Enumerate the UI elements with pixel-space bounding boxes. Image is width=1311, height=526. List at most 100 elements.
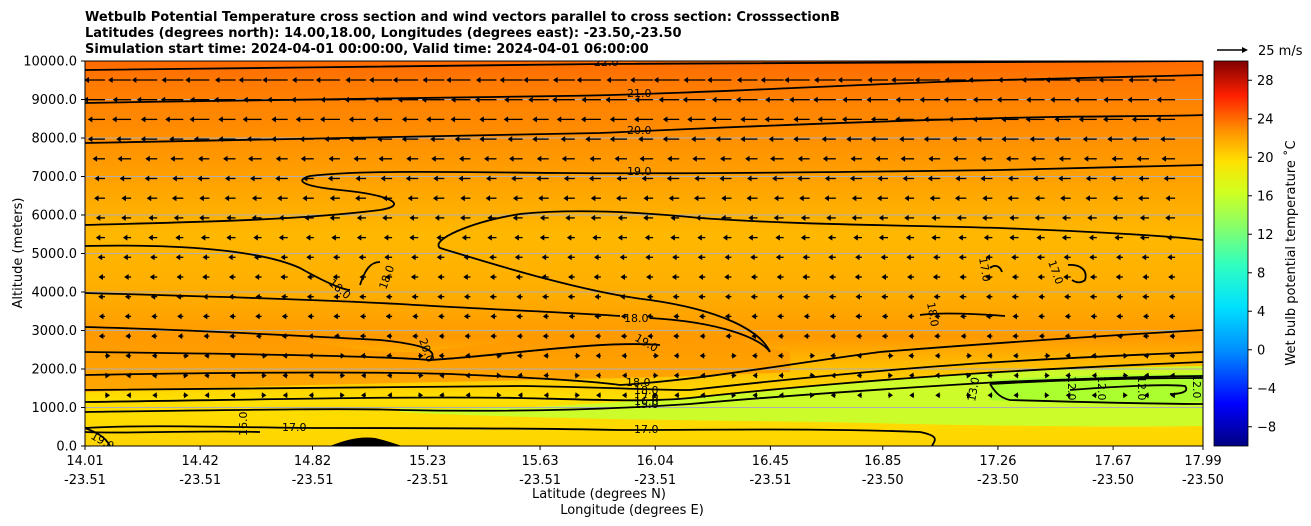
wind-arrow-head <box>1064 333 1070 340</box>
wind-arrow-head <box>1089 254 1094 261</box>
wind-arrow-head <box>95 214 101 221</box>
wind-arrow-head <box>384 254 389 261</box>
wind-arrow-head <box>300 155 306 162</box>
contour-16-low <box>85 361 1203 403</box>
wind-arrow-head <box>565 214 570 221</box>
wind-arrow-head <box>566 234 572 241</box>
y-tick-label: 5000.0 <box>32 247 78 262</box>
contour-label-12-a: 12.0 <box>1065 376 1078 401</box>
wind-arrow-head <box>895 96 901 103</box>
contour-label-18-big: 18.0 <box>624 312 649 325</box>
wind-arrow-head <box>1008 175 1013 182</box>
wind-arrow-head <box>411 293 417 300</box>
wind-arrow-head <box>176 274 182 280</box>
wind-arrow-head <box>278 234 284 241</box>
wind-arrow-head <box>409 214 414 221</box>
colorbar-tick-label: 20 <box>1257 151 1274 166</box>
wind-arrow-head <box>682 96 688 103</box>
wind-arrow-head <box>183 372 189 379</box>
wind-arrow-head <box>934 352 940 359</box>
wind-arrow-head <box>307 274 312 280</box>
figure-title: Wetbulb Potential Temperature cross sect… <box>85 10 840 57</box>
wind-arrow-head <box>439 392 444 399</box>
contour-label-18-right: 18.0 <box>924 301 941 327</box>
wind-arrow-head <box>803 313 809 320</box>
wind-arrow-head <box>151 313 156 320</box>
wind-arrow-head <box>1090 274 1095 280</box>
wind-arrow-head <box>724 254 730 261</box>
wind-arrow-head <box>1088 234 1094 241</box>
contour-18-left <box>85 244 351 291</box>
wind-arrow-head <box>254 274 260 280</box>
wind-arrow-head <box>532 136 537 143</box>
wind-arrow-head <box>277 195 282 202</box>
wind-arrow-head <box>802 274 807 280</box>
wind-arrow-head <box>334 333 339 340</box>
wind-arrow-head <box>593 274 599 280</box>
wind-arrow-head <box>261 392 267 399</box>
wind-arrow-head <box>438 313 443 320</box>
x-tick-label-lat: 14.82 <box>294 454 331 469</box>
wind-arrow-head <box>1123 352 1129 359</box>
wind-arrow-head <box>532 116 537 123</box>
wind-arrow-head <box>1138 195 1143 202</box>
wind-arrow-head <box>148 214 153 221</box>
wind-arrow-head <box>907 313 913 320</box>
wind-arrow-head <box>621 392 627 399</box>
wind-arrow-head <box>639 155 645 162</box>
wind-arrow-head <box>1103 116 1108 123</box>
wind-arrow-head <box>523 77 528 83</box>
wind-arrow-head <box>982 195 987 202</box>
wind-arrow-head <box>307 313 313 320</box>
wind-arrow-head <box>697 254 703 261</box>
wind-arrow-head <box>699 352 705 359</box>
y-tick-label: 7000.0 <box>32 170 78 185</box>
wind-arrow-head <box>830 333 835 340</box>
wind-arrow-head <box>673 333 678 340</box>
wind-arrow-head <box>1038 313 1043 320</box>
wind-arrow-head <box>386 372 392 379</box>
wind-arrow-head <box>800 214 806 221</box>
wind-arrow-head <box>789 96 794 103</box>
wind-arrow-head <box>489 293 495 300</box>
y-tick-label: 3000.0 <box>32 324 78 339</box>
wind-arrow-head <box>126 392 131 399</box>
wind-arrow-head <box>616 175 622 182</box>
wind-arrow-head <box>720 155 725 162</box>
wind-arrow-head <box>517 372 522 379</box>
wind-arrow-head <box>340 392 345 399</box>
wind-arrow-head <box>238 77 244 83</box>
wind-arrow-head <box>1036 254 1042 261</box>
wind-arrow-head <box>355 195 360 202</box>
wind-arrow-head <box>908 352 913 359</box>
wind-arrow-head <box>752 352 757 359</box>
x-tick-label-lon: -23.51 <box>292 473 334 488</box>
wind-arrow-head <box>976 136 982 143</box>
wind-arrow-head <box>253 234 258 241</box>
wind-arrow-head <box>145 155 150 162</box>
wind-arrow-head <box>1036 234 1041 241</box>
wind-arrow-head <box>968 77 973 83</box>
wind-arrow-head <box>382 214 387 221</box>
wind-arrow-head <box>846 136 851 143</box>
wind-arrow-head <box>829 274 834 280</box>
wind-arrow-head <box>295 116 301 123</box>
wind-arrow-head <box>986 293 991 300</box>
wind-arrow-head <box>97 254 103 261</box>
wind-arrow-head <box>224 195 230 202</box>
wind-arrow-head <box>360 392 366 399</box>
wind-arrow-head <box>320 96 325 103</box>
wind-arrow-head <box>280 274 285 280</box>
wind-arrow-head <box>856 372 862 379</box>
wind-arrow-head <box>752 372 758 379</box>
wind-arrow-head <box>1009 214 1014 221</box>
wind-arrow-head <box>461 234 467 241</box>
wind-arrow-head <box>344 96 349 103</box>
wind-arrow-head <box>516 293 521 300</box>
wind-arrow-head <box>169 136 174 143</box>
wind-arrow-head <box>262 352 268 359</box>
wind-arrow-head <box>711 96 717 103</box>
wind-arrow-head <box>895 116 900 123</box>
wind-arrow-head <box>177 333 183 340</box>
wind-arrow-head <box>793 136 798 143</box>
